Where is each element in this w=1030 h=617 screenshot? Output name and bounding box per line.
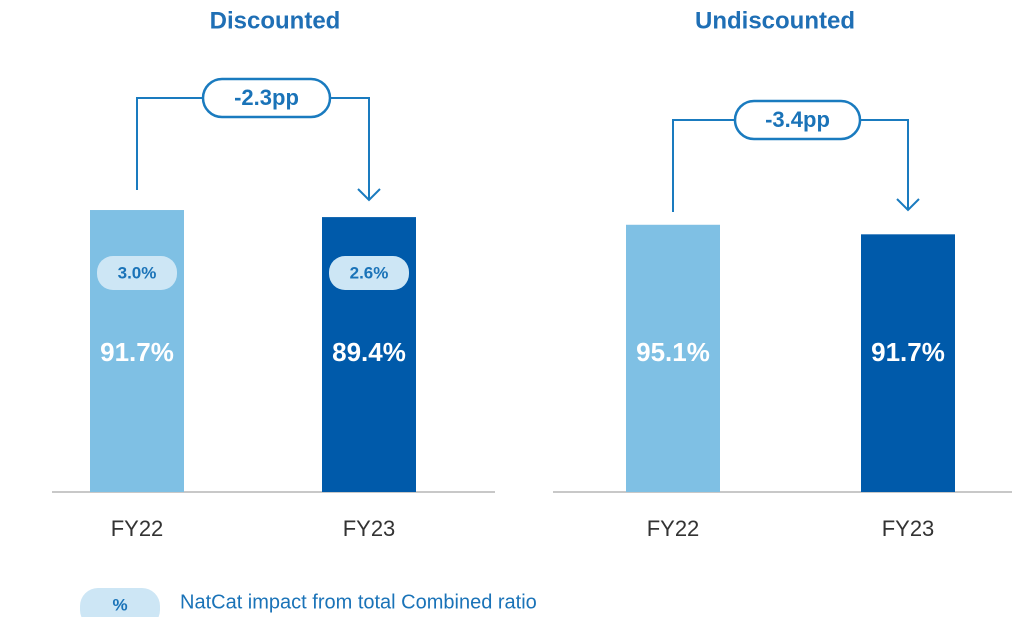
value-label: 91.7%	[100, 337, 174, 367]
bar	[626, 224, 720, 493]
legend-symbol-box	[80, 588, 160, 617]
value-label: 89.4%	[332, 337, 406, 367]
natcat-label: 2.6%	[350, 263, 389, 282]
bracket	[136, 97, 370, 200]
x-tick-label: FY23	[882, 516, 935, 541]
x-tick-label: FY22	[111, 516, 164, 541]
chart-title: Discounted	[210, 7, 341, 34]
bracket	[672, 119, 909, 212]
natcat-bubble	[97, 256, 177, 290]
arrowhead	[896, 198, 920, 212]
value-label: 91.7%	[871, 337, 945, 367]
natcat-label: 3.0%	[118, 263, 157, 282]
delta-bubble	[201, 77, 332, 119]
value-label: 95.1%	[636, 337, 710, 367]
x-tick-label: FY23	[343, 516, 396, 541]
delta-bubble	[733, 99, 862, 141]
arrowhead	[357, 188, 381, 202]
delta-label: -2.3pp	[234, 85, 299, 110]
bar	[861, 234, 955, 492]
chart-title: Undiscounted	[695, 7, 855, 34]
delta-label: -3.4pp	[765, 107, 830, 132]
natcat-bubble	[329, 256, 409, 290]
legend-symbol: %	[112, 595, 127, 614]
x-tick-label: FY22	[647, 516, 700, 541]
legend-label: NatCat impact from total Combined ratio	[180, 591, 537, 613]
